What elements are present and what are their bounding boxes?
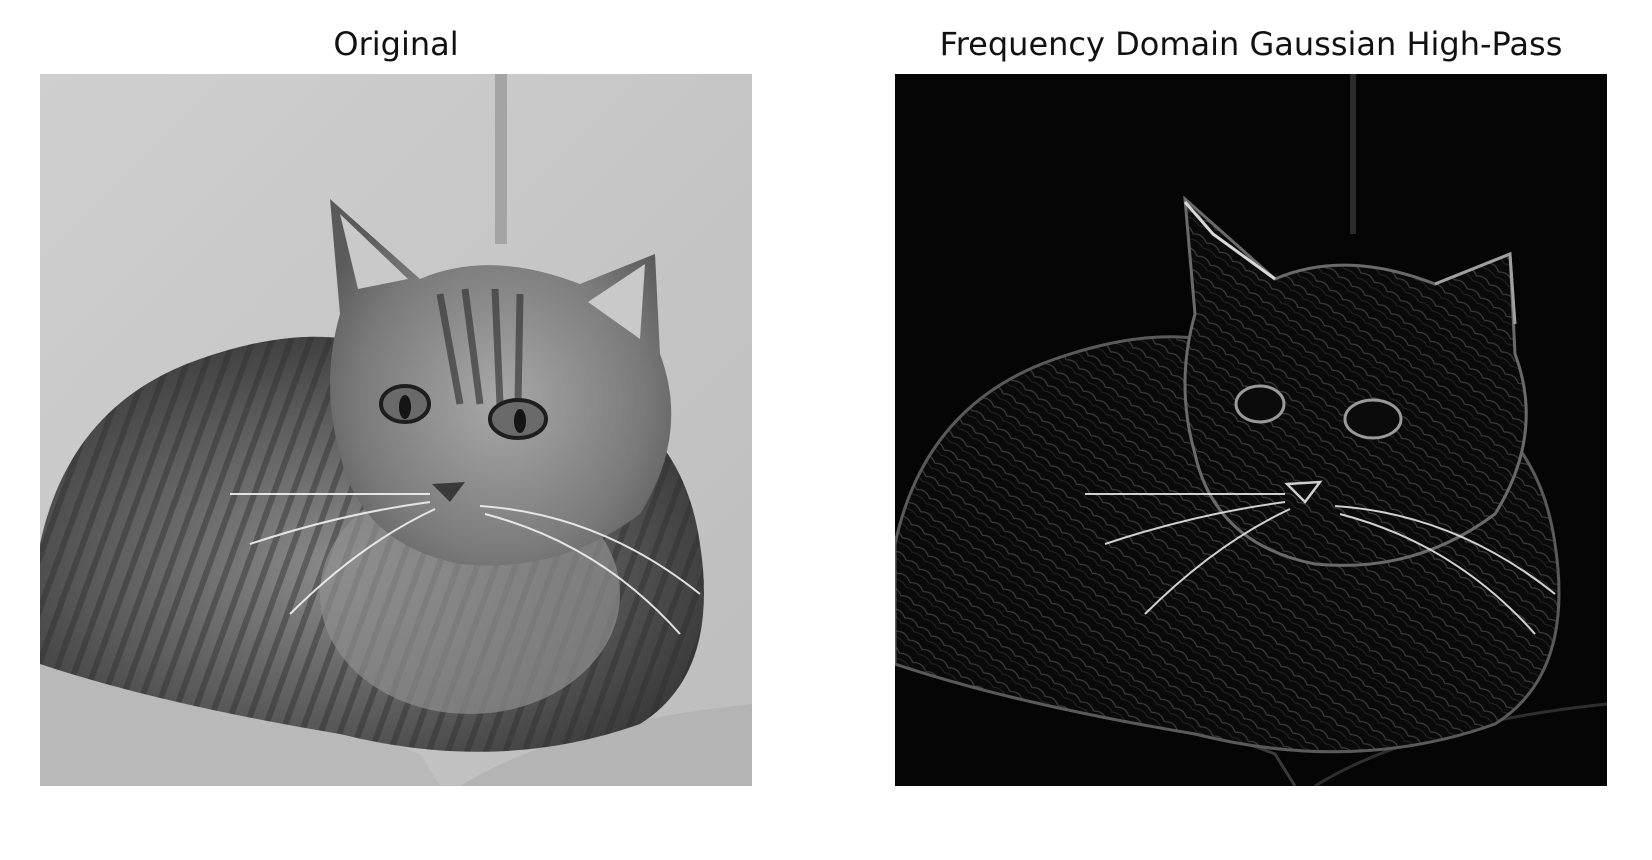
original-cat-image bbox=[40, 74, 752, 786]
original-panel-title: Original bbox=[333, 25, 459, 63]
highpass-cat-drawing bbox=[895, 74, 1607, 786]
highpass-panel-title: Frequency Domain Gaussian High-Pass bbox=[939, 25, 1563, 63]
highpass-cat-image bbox=[895, 74, 1607, 786]
original-cat-drawing bbox=[40, 74, 752, 786]
